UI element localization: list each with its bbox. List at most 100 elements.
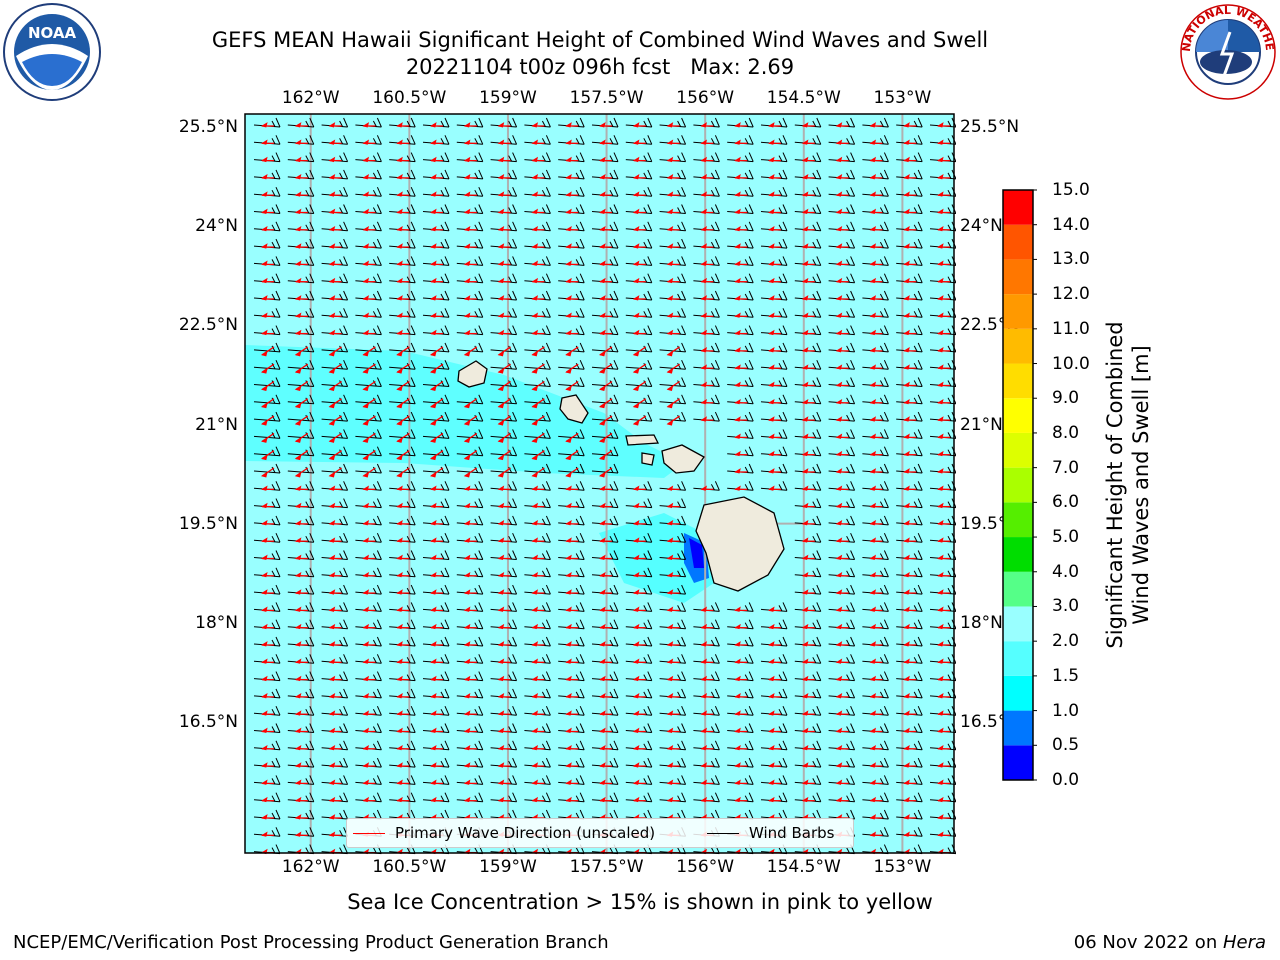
wave-direction-arrow	[294, 675, 308, 682]
wave-direction-arrow	[666, 537, 680, 543]
colorbar-segment	[1003, 294, 1033, 329]
wave-direction-arrow	[260, 208, 274, 214]
wave-direction-arrow	[734, 727, 748, 733]
wave-direction-arrow	[497, 312, 511, 318]
wave-direction-arrow	[328, 571, 342, 578]
wave-direction-arrow	[700, 641, 714, 647]
wave-direction-arrow	[260, 312, 274, 318]
wave-direction-arrow	[396, 727, 410, 733]
wave-direction-arrow	[632, 225, 646, 232]
wave-direction-arrow	[260, 225, 274, 232]
wave-direction-arrow	[632, 485, 646, 491]
wave-direction-arrow	[734, 710, 748, 716]
wave-direction-arrow	[767, 398, 781, 405]
wave-direction-arrow	[700, 727, 714, 733]
wave-direction-arrow	[362, 744, 376, 751]
wave-direction-arrow	[632, 623, 646, 630]
wave-direction-arrow	[396, 467, 410, 478]
wave-direction-arrow	[260, 606, 274, 612]
wave-direction-arrow	[294, 363, 309, 374]
wave-direction-arrow	[666, 641, 680, 647]
wave-direction-arrow	[531, 260, 545, 266]
wave-direction-arrow	[700, 744, 714, 751]
lat-tick-left: 25.5°N	[178, 117, 238, 138]
wave-direction-arrow	[396, 139, 410, 145]
wave-direction-arrow	[497, 415, 511, 426]
legend-wave-direction: Primary Wave Direction (unscaled)	[353, 824, 655, 842]
wave-direction-arrow	[362, 779, 376, 785]
wave-direction-arrow	[362, 571, 376, 578]
wave-direction-arrow	[734, 191, 748, 197]
wave-direction-arrow	[463, 139, 477, 145]
nws-logo-icon: NATIONAL WEATHER SERVICE	[1174, 0, 1276, 100]
wave-direction-arrow	[463, 122, 477, 128]
wave-direction-arrow	[869, 398, 883, 405]
wave-direction-arrow	[294, 139, 308, 145]
wave-direction-arrow	[936, 208, 950, 214]
lon-tick-top: 160.5°W	[372, 88, 447, 108]
colorbar-segment	[1003, 606, 1033, 642]
wave-direction-arrow	[463, 174, 477, 180]
wave-direction-arrow	[801, 727, 815, 733]
wave-direction-arrow	[801, 571, 815, 578]
wave-direction-arrow	[869, 814, 883, 820]
wave-direction-arrow	[429, 208, 443, 214]
wave-direction-arrow	[328, 312, 342, 318]
wave-direction-arrow	[328, 467, 342, 478]
colorbar-tick: 14.0	[1052, 214, 1090, 235]
wave-direction-arrow	[463, 243, 477, 249]
wave-direction-arrow	[362, 450, 376, 461]
wave-direction-arrow	[903, 675, 917, 682]
wave-direction-arrow	[869, 416, 883, 422]
wave-direction-arrow	[700, 260, 714, 266]
island-oahu	[559, 394, 589, 424]
colorbar-tick: 1.5	[1052, 665, 1080, 686]
wave-direction-arrow	[936, 468, 950, 474]
wave-direction-arrow	[260, 710, 274, 716]
wave-direction-arrow	[632, 363, 647, 374]
wave-direction-arrow	[734, 623, 748, 630]
wave-direction-arrow	[632, 380, 647, 391]
wave-direction-arrow	[598, 174, 612, 180]
wave-direction-arrow	[565, 174, 579, 180]
wave-direction-arrow	[294, 156, 308, 163]
wave-direction-arrow	[328, 329, 342, 336]
colorbar-tick: 3.0	[1052, 596, 1080, 617]
colorbar-label: Significant Height of Combined Wind Wave…	[1102, 321, 1154, 648]
wave-direction-arrow	[260, 779, 274, 785]
wave-direction-arrow	[396, 243, 410, 249]
wave-direction-arrow	[767, 796, 781, 803]
wave-direction-arrow	[260, 658, 274, 664]
wave-direction-arrow	[700, 225, 714, 232]
wave-direction-arrow	[936, 710, 950, 716]
wave-direction-arrow	[700, 762, 714, 768]
wave-direction-arrow	[396, 156, 410, 163]
wave-direction-arrow	[463, 571, 477, 578]
wave-direction-arrow	[294, 277, 308, 284]
wave-direction-arrow	[936, 796, 950, 803]
credit-text: NCEP/EMC/Verification Post Processing Pr…	[13, 932, 609, 953]
wave-direction-arrow	[429, 398, 444, 409]
wave-direction-arrow	[632, 589, 646, 595]
wave-direction-arrow	[903, 554, 917, 560]
wave-direction-arrow	[632, 260, 646, 266]
wave-direction-arrow	[835, 191, 849, 197]
wave-direction-arrow	[531, 312, 545, 318]
wave-direction-arrow	[531, 398, 545, 409]
wave-direction-arrow	[767, 433, 781, 439]
wave-direction-arrow	[294, 606, 308, 612]
wave-direction-arrow	[463, 346, 478, 357]
wave-direction-arrow	[936, 225, 950, 232]
wave-direction-arrow	[598, 295, 612, 301]
wave-direction-arrow	[531, 554, 545, 560]
lon-tick-top: 157.5°W	[569, 88, 644, 108]
wave-direction-arrow	[835, 312, 849, 318]
wave-direction-arrow	[869, 329, 883, 336]
wave-direction-arrow	[903, 641, 917, 647]
wave-direction-arrow	[801, 398, 815, 405]
wave-direction-arrow	[767, 744, 781, 751]
wave-direction-arrow	[328, 675, 342, 682]
wave-direction-arrow	[396, 641, 410, 647]
wave-direction-arrow	[429, 312, 443, 318]
wave-direction-arrow	[396, 571, 410, 578]
